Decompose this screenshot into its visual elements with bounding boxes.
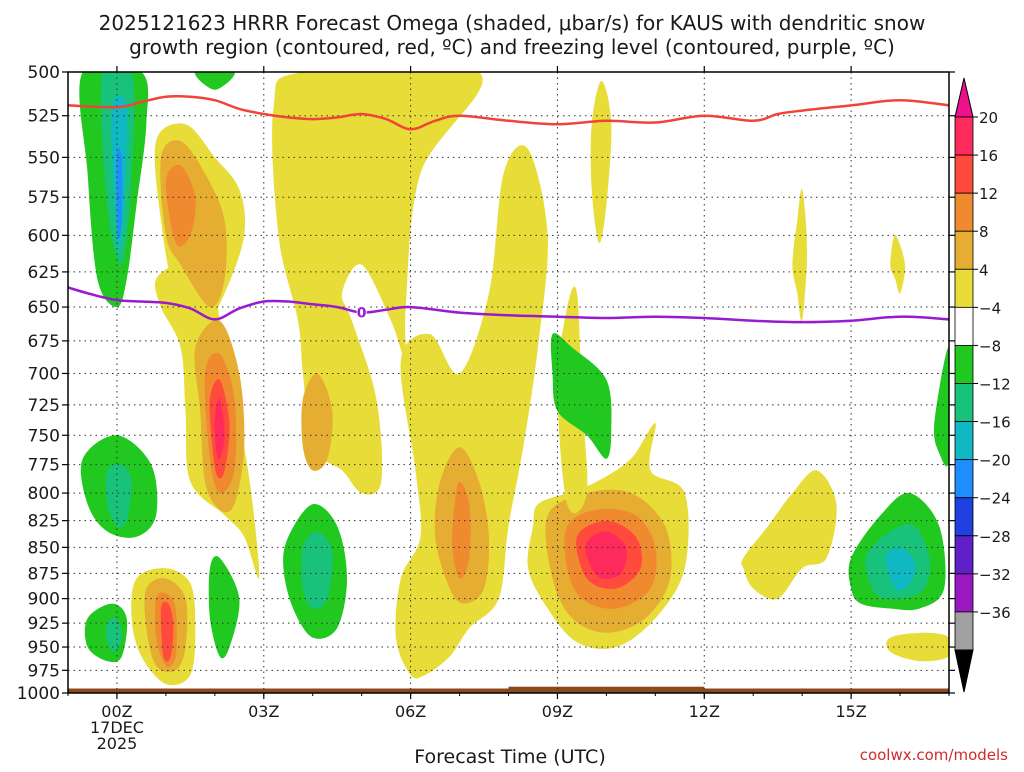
y-tick-label-850: 850 — [28, 538, 60, 558]
title-line-1: 2025121623 HRRR Forecast Omega (shaded, … — [99, 11, 926, 35]
colorbar-legend: 20 16 12 8 4 −4 −8 −12 −16 −20 −24 −28 −32 −36 — [954, 77, 1011, 693]
omega-region-36 — [550, 333, 612, 459]
credit-text: coolwx.com/models — [860, 746, 1008, 764]
omega-region-8 — [165, 164, 196, 247]
contour-lines: 0 — [68, 94, 949, 324]
colorbar-segment-4 — [954, 268, 974, 308]
y-tick-label-900: 900 — [28, 590, 60, 610]
colorbar-segment-6 — [954, 345, 974, 384]
colorbar-segment-0 — [954, 116, 974, 156]
colorbar-label-9: −20 — [979, 452, 1011, 470]
colorbar-segment-9 — [954, 459, 974, 499]
ground-layer-bump — [508, 686, 705, 689]
x-tick-label-15Z: 15Z — [835, 702, 866, 721]
x-tick-label-09Z: 09Z — [542, 702, 573, 721]
grid-lines — [68, 72, 949, 693]
x-tick-label-12Z: 12Z — [689, 702, 720, 721]
omega-region-44 — [933, 347, 949, 467]
y-tick-label-800: 800 — [28, 484, 60, 504]
omega-region-21 — [105, 463, 132, 528]
omega-shading — [68, 72, 949, 693]
freezing-level-label: 0 — [357, 306, 367, 322]
y-tick-label-975: 975 — [28, 661, 60, 681]
colorbar-label-3: 8 — [979, 223, 989, 241]
colorbar-segment-1 — [954, 154, 974, 194]
colorbar-segment-8 — [954, 421, 974, 461]
ground-layer — [68, 688, 949, 693]
omega-region-4 — [194, 72, 235, 90]
y-tick-label-575: 575 — [28, 188, 60, 208]
omega-region-39 — [890, 235, 906, 294]
title-line-2: growth region (contoured, red, ºC) and f… — [129, 35, 895, 59]
y-tick-label-875: 875 — [28, 564, 60, 584]
colorbar-label-12: −32 — [979, 566, 1011, 584]
colorbar-label-6: −8 — [979, 337, 1001, 355]
y-tick-label-750: 750 — [28, 426, 60, 446]
x-tick-sublabel-0: 17DEC — [90, 718, 144, 737]
y-tick-label-725: 725 — [28, 396, 60, 416]
y-axis-pressure: 500 525 550 575 600 625 650 675 700 725 750 775 800 8… — [17, 63, 955, 704]
y-tick-label-700: 700 — [28, 364, 60, 384]
colorbar-segment-10 — [954, 497, 974, 537]
dgz-contour-line — [68, 94, 949, 131]
omega-region-23 — [106, 617, 122, 652]
y-tick-label-625: 625 — [28, 263, 60, 283]
y-tick-label-950: 950 — [28, 638, 60, 658]
y-tick-label-925: 925 — [28, 614, 60, 634]
colorbar-bottom-arrow — [954, 649, 974, 693]
colorbar-top-arrow — [954, 77, 974, 118]
omega-region-12 — [214, 398, 225, 460]
omega-region-14 — [395, 145, 548, 679]
omega-region-3 — [116, 148, 123, 240]
colorbar-segment-3 — [954, 230, 974, 270]
colorbar-label-10: −24 — [979, 490, 1011, 508]
colorbar-label-5: −4 — [979, 299, 1001, 317]
y-tick-label-500: 500 — [28, 63, 60, 83]
chart-title: 2025121623 HRRR Forecast Omega (shaded, … — [99, 11, 926, 59]
omega-region-16 — [452, 481, 471, 579]
freezing-level-line — [68, 286, 949, 324]
omega-region-19 — [301, 531, 333, 610]
x-tick-label-03Z: 03Z — [248, 702, 279, 721]
colorbar-label-0: 20 — [979, 109, 998, 127]
omega-region-33 — [585, 531, 627, 580]
colorbar-label-2: 12 — [979, 185, 998, 203]
y-tick-label-650: 650 — [28, 298, 60, 318]
colorbar-label-11: −28 — [979, 528, 1011, 546]
colorbar-segment-2 — [954, 192, 974, 232]
omega-region-17 — [301, 373, 333, 471]
colorbar-segment-11 — [954, 535, 974, 575]
x-tick-label-00Z: 00Z — [101, 702, 132, 721]
x-tick-sublabel-1: 2025 — [97, 734, 138, 753]
omega-region-38 — [792, 188, 808, 322]
y-tick-label-825: 825 — [28, 512, 60, 532]
x-tick-label-06Z: 06Z — [395, 702, 426, 721]
x-axis-title: Forecast Time (UTC) — [414, 746, 605, 768]
colorbar-segment-7 — [954, 383, 974, 422]
omega-region-43 — [886, 632, 949, 662]
y-tick-label-550: 550 — [28, 148, 60, 168]
colorbar-label-7: −12 — [979, 376, 1011, 394]
omega-region-42 — [885, 547, 916, 591]
omega-region-37 — [741, 470, 837, 600]
colorbar-label-8: −16 — [979, 414, 1011, 432]
colorbar-segment-13 — [954, 611, 974, 651]
omega-region-28 — [208, 555, 240, 659]
y-tick-label-675: 675 — [28, 332, 60, 352]
y-tick-label-600: 600 — [28, 226, 60, 246]
y-tick-label-775: 775 — [28, 456, 60, 476]
colorbar-segment-5 — [954, 306, 974, 346]
colorbar-label-4: 4 — [979, 261, 989, 279]
freezing-level-label-bg — [356, 304, 367, 321]
y-tick-label-525: 525 — [28, 107, 60, 127]
colorbar-label-13: −36 — [979, 604, 1011, 622]
colorbar-label-1: 16 — [979, 147, 998, 165]
colorbar-segment-12 — [954, 573, 974, 613]
y-tick-label-1000: 1000 — [17, 684, 60, 704]
omega-region-27 — [160, 601, 174, 662]
